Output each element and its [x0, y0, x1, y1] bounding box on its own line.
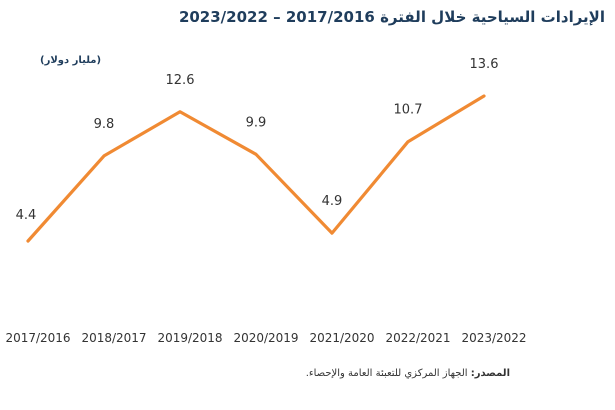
x-tick-label: 2020/2019: [233, 331, 298, 345]
x-tick-label: 2017/2016: [5, 331, 70, 345]
data-label: 9.8: [94, 117, 115, 132]
unit-label: (مليار دولار): [40, 55, 102, 66]
line-chart: 4.4 9.8 12.6 9.9 4.9 10.7 13.6 2017/2016 2018/2…: [5, 57, 526, 345]
data-labels: 4.4 9.8 12.6 9.9 4.9 10.7 13.6: [16, 57, 499, 223]
chart-title: الإيرادات السياحية خلال الفترة 2017/2016…: [178, 8, 605, 26]
x-axis-tick-labels: 2017/2016 2018/2017 2019/2018 2020/2019 2021…: [5, 331, 526, 345]
data-label: 12.6: [166, 73, 195, 88]
data-label: 10.7: [394, 103, 423, 118]
source-label: المصدر:: [470, 368, 510, 379]
data-label: 9.9: [246, 115, 267, 130]
source-text: الجهاز المركزي للتعبئة العامة والإحصاء.: [305, 368, 471, 379]
data-label: 4.4: [16, 208, 37, 223]
x-tick-label: 2021/2020: [309, 331, 374, 345]
x-tick-label: 2019/2018: [157, 331, 222, 345]
data-label: 4.9: [322, 194, 343, 209]
x-tick-label: 2018/2017: [81, 331, 146, 345]
x-tick-label: 2022/2021: [385, 331, 450, 345]
source-note: المصدر: الجهاز المركزي للتعبئة العامة وا…: [306, 368, 510, 379]
x-tick-label: 2023/2022: [461, 331, 526, 345]
series-line: [26, 94, 486, 243]
data-label: 13.6: [470, 57, 499, 72]
